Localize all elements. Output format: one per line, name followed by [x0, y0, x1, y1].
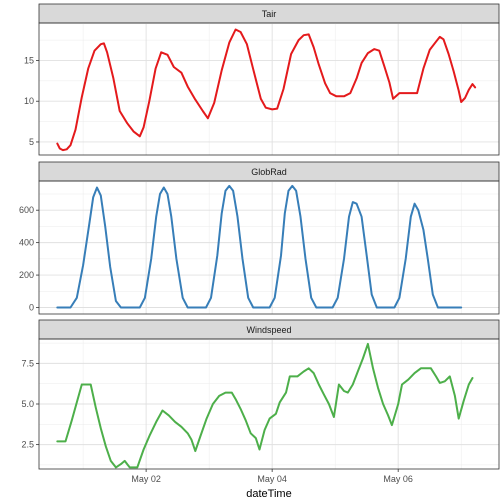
plot-frame-globrad — [38, 180, 500, 315]
panel-tair: Tair 5 10 15 — [24, 3, 500, 156]
tair-line — [56, 28, 477, 152]
windspeed-ytick-label: 7.5 — [21, 358, 34, 368]
windspeed-ytick-label: 2.5 — [21, 440, 34, 450]
globrad-ytick-label: 200 — [19, 270, 34, 280]
strip-label-windspeed: Windspeed — [246, 325, 291, 335]
plot-frame-tair — [38, 22, 500, 156]
x-axis: May 02 May 04 May 06 — [131, 469, 413, 484]
windspeed-ytick-label: 5.0 — [21, 399, 34, 409]
xtick-label: May 02 — [131, 474, 161, 484]
strip-label-globrad: GlobRad — [251, 167, 287, 177]
tair-ytick-label: 10 — [24, 96, 34, 106]
xtick-label: May 06 — [383, 474, 413, 484]
tair-ytick-label: 5 — [29, 137, 34, 147]
panel-windspeed: Windspeed 2.5 5.0 7.5 — [21, 319, 500, 470]
globrad-ytick-label: 600 — [19, 205, 34, 215]
xtick-label: May 04 — [257, 474, 287, 484]
windspeed-line — [56, 342, 474, 469]
tair-ytick-label: 15 — [24, 55, 34, 65]
globrad-ytick-label: 400 — [19, 238, 34, 248]
strip-label-tair: Tair — [262, 9, 277, 19]
globrad-ytick-label: 0 — [29, 303, 34, 313]
x-axis-title: dateTime — [246, 488, 291, 500]
globrad-line — [56, 184, 463, 309]
panel-globrad: GlobRad 0 200 400 600 — [19, 161, 500, 315]
